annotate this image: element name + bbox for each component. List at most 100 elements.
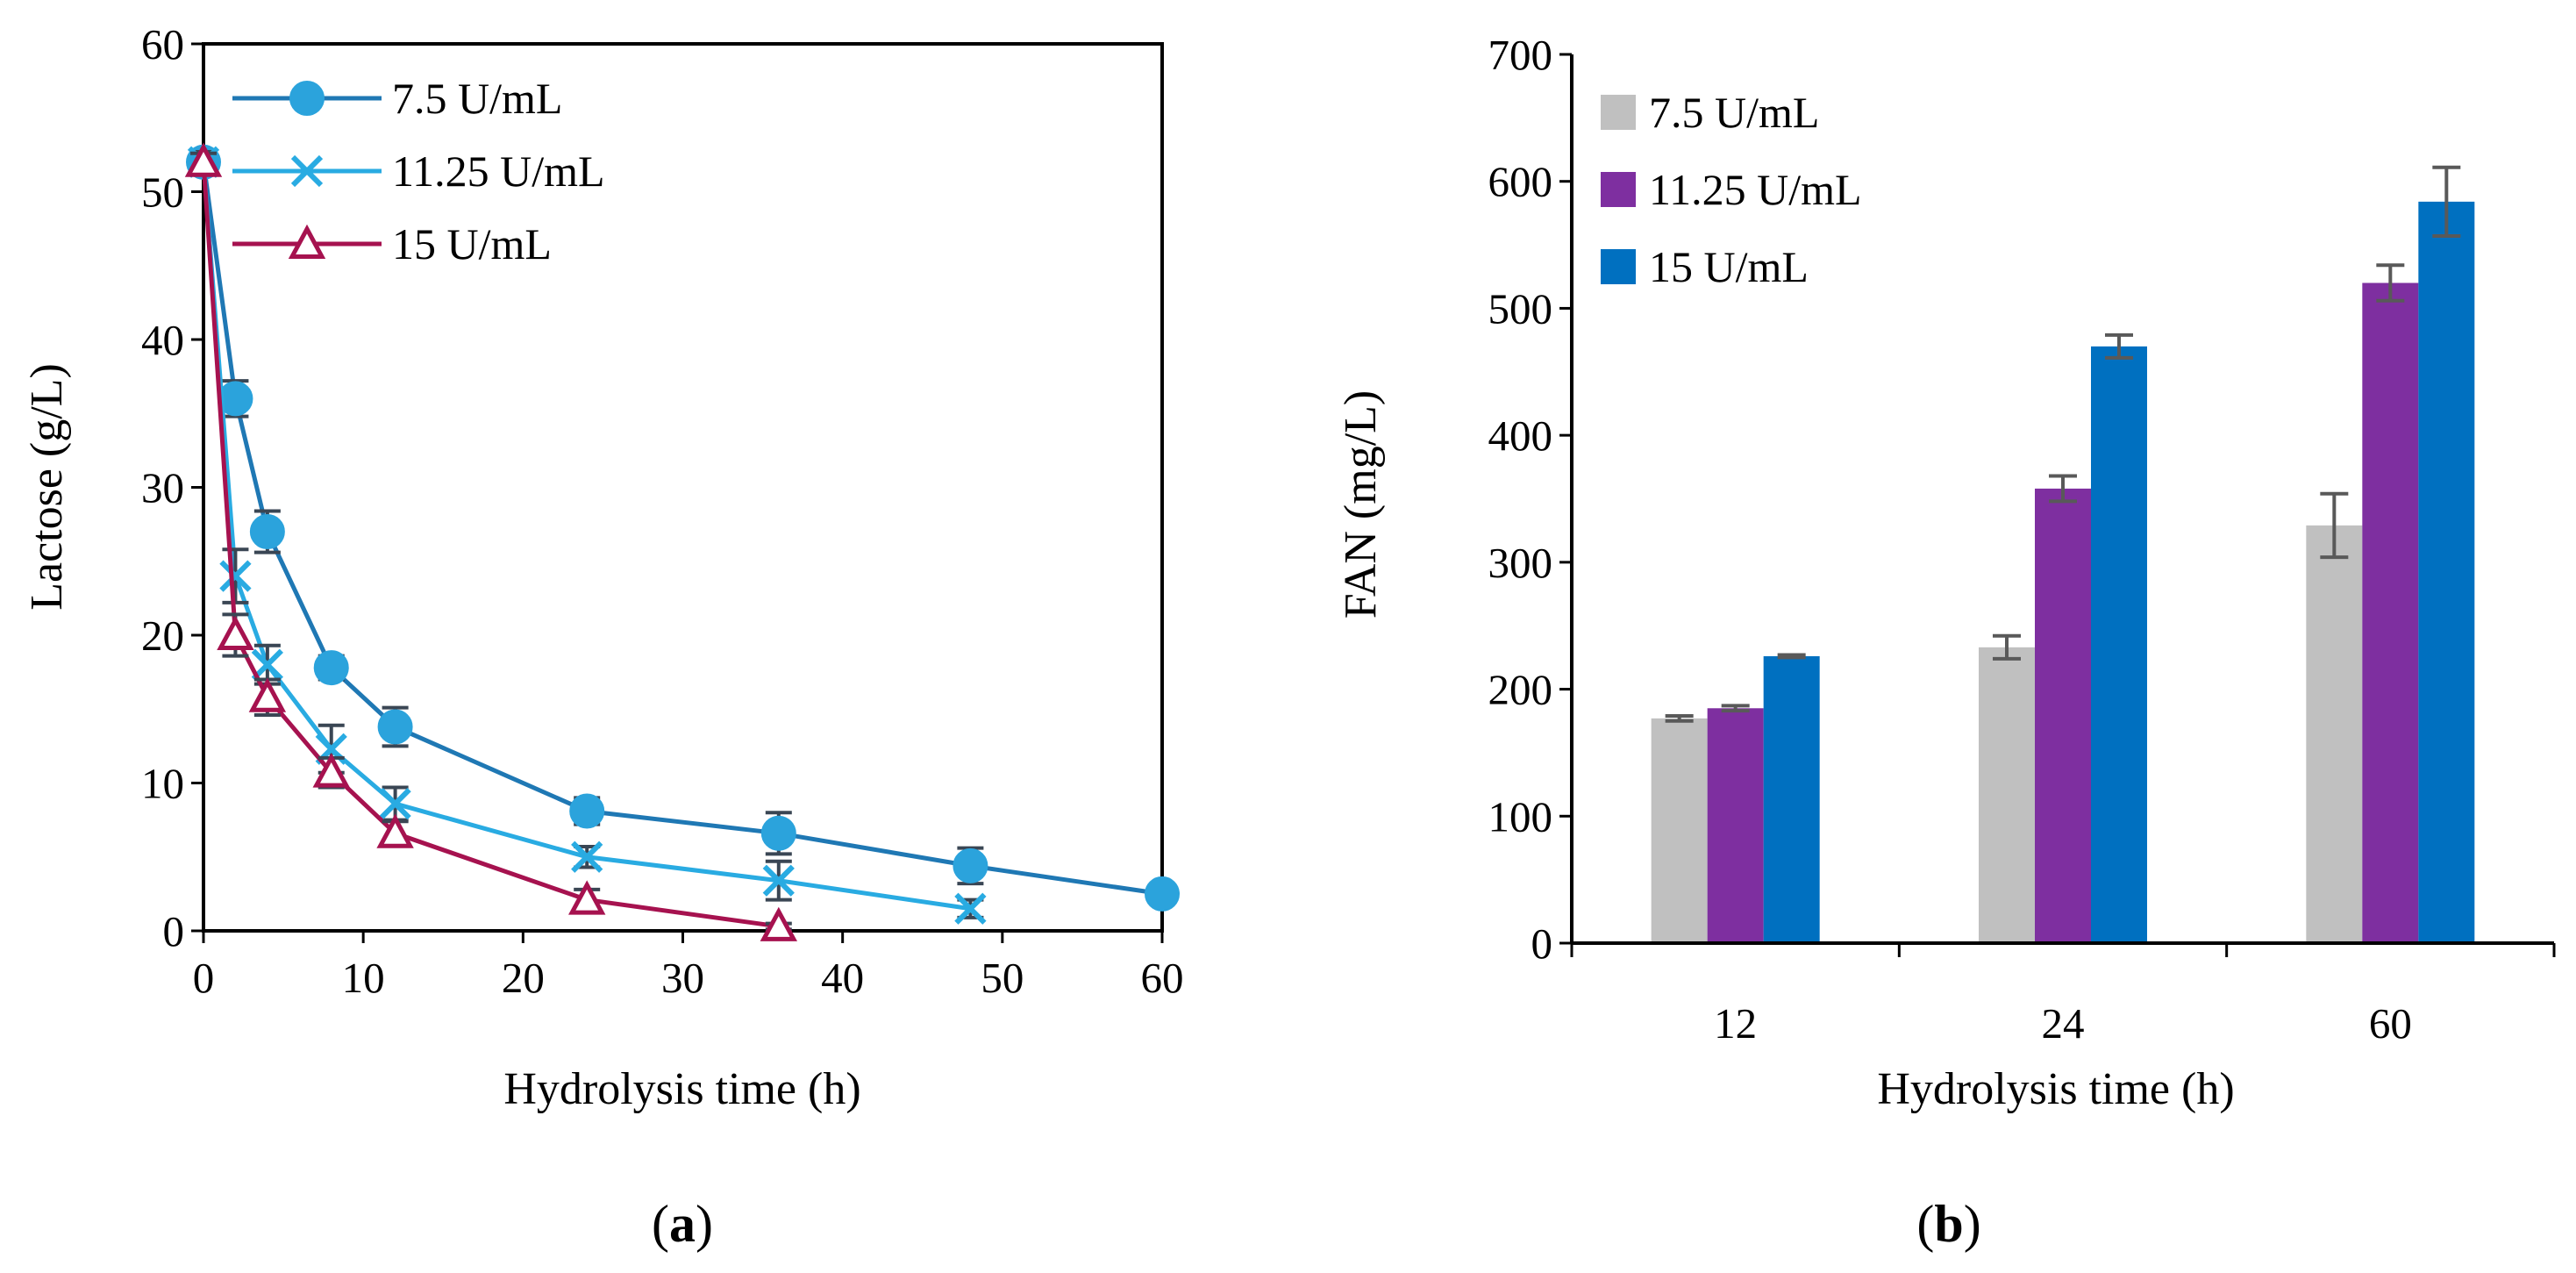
- legend-entry-1: 7.5 U/mL: [232, 74, 562, 123]
- error-bar: [2376, 263, 2405, 303]
- y-tick-label: 0: [163, 907, 185, 955]
- x-tick-label: 10: [342, 954, 385, 1002]
- triangle-marker: [312, 753, 350, 788]
- y-tick-label: 10: [141, 760, 184, 808]
- x-tick-label: 20: [502, 954, 545, 1002]
- error-bar: [2105, 333, 2133, 360]
- circle-marker: [760, 815, 796, 851]
- panel-b-axes: [1570, 54, 2554, 945]
- error-bar: [1777, 653, 1806, 660]
- legend-label: 15 U/mL: [392, 219, 552, 268]
- error-bar: [1721, 704, 1750, 713]
- panel-a-label: (a): [652, 1195, 713, 1253]
- cross-marker: [379, 787, 411, 820]
- panel-b-bar-chart: 0 100 200 300 400 500 600 700 12 24 60 7.5 U/mL 11…: [1336, 31, 2556, 1253]
- error-bar: [2432, 165, 2461, 238]
- legend-label: 15 U/mL: [1649, 242, 1809, 291]
- bar: [1651, 718, 1708, 943]
- panel-b-x-ticks: 12 24 60: [1570, 943, 2556, 1048]
- legend-label: 7.5 U/mL: [392, 74, 562, 123]
- circle-marker: [569, 793, 605, 829]
- circle-marker: [953, 847, 988, 883]
- triangle-marker: [217, 615, 254, 650]
- legend-swatch: [1601, 172, 1636, 207]
- y-tick-label: 20: [141, 611, 184, 660]
- bar: [1707, 708, 1764, 943]
- x-category-label: 24: [2042, 999, 2085, 1048]
- cross-marker: [954, 892, 987, 925]
- legend-entry-3: 15 U/mL: [1601, 242, 1809, 291]
- cross-marker: [219, 560, 252, 592]
- series-3: [184, 142, 797, 941]
- bar: [2035, 488, 2091, 943]
- y-tick-label: 60: [141, 20, 184, 68]
- legend-entry-1: 7.5 U/mL: [1601, 88, 1819, 137]
- panel-b-label-letter: b: [1934, 1195, 1963, 1253]
- bar: [1979, 647, 2035, 943]
- circle-marker: [289, 81, 325, 116]
- triangle-marker: [568, 880, 606, 915]
- error-bar: [2320, 491, 2349, 560]
- panel-a-x-ticks: 0 10 20 30 40 50 60: [193, 931, 1184, 1002]
- bar: [2362, 282, 2419, 943]
- circle-marker: [377, 709, 413, 745]
- y-tick-label: 0: [1531, 919, 1553, 968]
- y-tick-label: 700: [1488, 31, 1553, 79]
- y-tick-label: 400: [1488, 411, 1553, 460]
- x-tick-label: 30: [661, 954, 704, 1002]
- triangle-marker: [248, 677, 287, 712]
- x-tick-label: 40: [821, 954, 864, 1002]
- error-bar: [1993, 633, 2021, 661]
- x-tick-label: 60: [1141, 954, 1184, 1002]
- bar: [2091, 346, 2147, 943]
- legend-label: 7.5 U/mL: [1649, 88, 1819, 137]
- cross-marker: [290, 154, 324, 188]
- circle-marker: [249, 514, 285, 550]
- panel-b-label: (b): [1916, 1195, 1980, 1253]
- panel-b-bars: [1651, 165, 2475, 943]
- cross-marker: [762, 864, 795, 897]
- cross-marker: [571, 840, 603, 873]
- y-tick-label: 300: [1488, 539, 1553, 587]
- y-tick-label: 200: [1488, 666, 1553, 714]
- triangle-marker: [288, 224, 326, 259]
- panel-b-legend: 7.5 U/mL 11.25 U/mL 15 U/mL: [1601, 88, 1862, 291]
- x-tick-label: 0: [193, 954, 215, 1002]
- y-tick-label: 500: [1488, 284, 1553, 333]
- legend-entry-3: 15 U/mL: [232, 219, 552, 268]
- triangle-marker: [760, 906, 797, 941]
- y-tick-label: 600: [1488, 158, 1553, 206]
- panel-b-y-ticks: 0 100 200 300 400 500 600 700: [1488, 31, 1572, 968]
- bar: [1763, 655, 1820, 943]
- legend-swatch: [1601, 249, 1636, 284]
- panel-b-x-axis-title: Hydrolysis time (h): [1877, 1064, 2234, 1114]
- error-bar: [2049, 474, 2077, 504]
- x-category-label: 12: [1714, 999, 1757, 1048]
- bar: [2418, 201, 2475, 943]
- series-line: [201, 161, 780, 929]
- x-category-label: 60: [2369, 999, 2412, 1048]
- panel-a-label-letter: a: [669, 1195, 696, 1253]
- error-bar: [1665, 713, 1694, 723]
- triangle-marker: [376, 813, 414, 848]
- series-1: [186, 144, 1180, 912]
- x-tick-label: 50: [981, 954, 1024, 1002]
- legend-entry-2: 11.25 U/mL: [232, 147, 605, 196]
- panel-a-series: [184, 142, 1180, 941]
- triangle-marker: [184, 142, 223, 177]
- panel-a-y-ticks: 0 10 20 30 40 50 60: [141, 20, 203, 955]
- panel-b-y-axis-title: FAN (mg/L): [1336, 390, 1386, 619]
- legend-label: 11.25 U/mL: [1649, 165, 1862, 214]
- y-tick-label: 40: [141, 316, 184, 364]
- legend-entry-2: 11.25 U/mL: [1601, 165, 1862, 214]
- panel-a-plot-frame: [202, 42, 1164, 933]
- y-tick-label: 50: [141, 168, 184, 217]
- bar: [2306, 525, 2363, 943]
- y-tick-label: 30: [141, 464, 184, 512]
- panel-a-line-chart: 0 10 20 30 40 50 60 0 10 20 30 40 50 60 7.5 U/mL 11.2…: [22, 20, 1184, 1253]
- panel-a-x-axis-title: Hydrolysis time (h): [503, 1064, 860, 1114]
- panel-a-legend: 7.5 U/mL 11.25 U/mL 15 U/mL: [232, 74, 605, 268]
- circle-marker: [1145, 876, 1180, 912]
- circle-marker: [313, 650, 349, 686]
